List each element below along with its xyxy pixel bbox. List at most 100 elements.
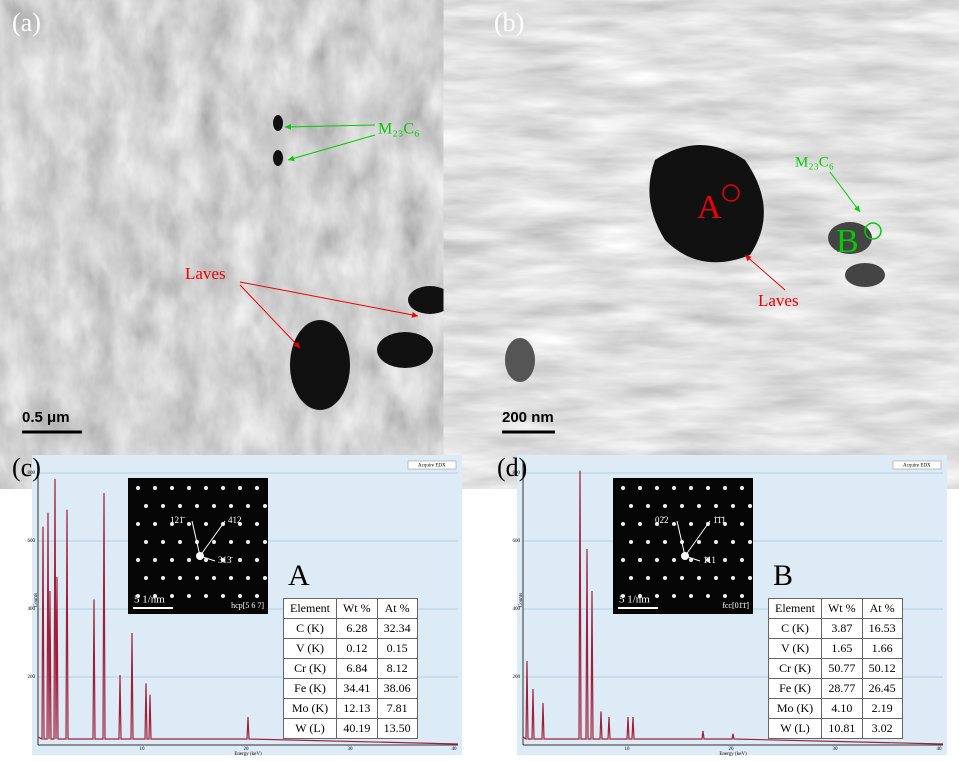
- diffraction-spot: [621, 486, 625, 490]
- diffraction-spot: [689, 522, 693, 526]
- table-cell: Wt %: [821, 599, 862, 619]
- diffraction-spot: [706, 486, 710, 490]
- x-axis-title: Energy (keV): [719, 752, 747, 757]
- diffraction-spot: [238, 558, 242, 562]
- diffraction-spot: [714, 504, 718, 508]
- spot-label: 02̄2: [655, 515, 669, 525]
- diffraction-spot: [144, 540, 148, 544]
- diffraction-spot: [621, 558, 625, 562]
- table-cell: W (L): [284, 719, 337, 739]
- diffraction-spot: [161, 540, 165, 544]
- table-cell: 3.87: [821, 619, 862, 639]
- micrograph-a: [10, 5, 476, 445]
- table-cell: 28.77: [821, 679, 862, 699]
- table-cell: V (K): [284, 639, 337, 659]
- diffraction-spot: [263, 576, 267, 580]
- diffraction-spot: [680, 576, 684, 580]
- diffraction-spot: [663, 504, 667, 508]
- inset-scale-label: 5 1/nm: [619, 594, 650, 606]
- diffraction-spot: [136, 486, 140, 490]
- table-cell: 38.06: [377, 679, 417, 699]
- x-tick-label: 30: [348, 747, 354, 752]
- diffraction-spot: [740, 594, 744, 598]
- table-cell: Fe (K): [284, 679, 337, 699]
- diffraction-spot: [748, 576, 752, 580]
- y-axis-title: Counts: [519, 593, 524, 607]
- diffraction-spot: [170, 486, 174, 490]
- x-axis-title: Energy (keV): [234, 752, 262, 757]
- table-cell: 4.10: [821, 699, 862, 719]
- diffraction-spot: [178, 576, 182, 580]
- diffraction-spot: [672, 594, 676, 598]
- table-cell: 16.53: [862, 619, 902, 639]
- diffraction-spot: [255, 522, 259, 526]
- diffraction-spot: [221, 594, 225, 598]
- diffraction-spot: [638, 558, 642, 562]
- x-tick-label: 10: [140, 747, 146, 752]
- table-cell: 6.84: [336, 659, 377, 679]
- panel-label: (b): [494, 8, 524, 37]
- diffraction-spot: [153, 522, 157, 526]
- panel-label: (c): [12, 453, 41, 482]
- diffraction-spot: [229, 504, 233, 508]
- diffraction-spot: [629, 504, 633, 508]
- diffraction-spot: [731, 504, 735, 508]
- zone-axis: hcp[5 6 7]: [231, 601, 264, 610]
- point-label: A: [288, 559, 310, 592]
- diffraction-spot: [229, 540, 233, 544]
- diffraction-spot: [638, 486, 642, 490]
- diffraction-spot: [731, 576, 735, 580]
- diffraction-spot: [655, 486, 659, 490]
- diffraction-spot: [672, 522, 676, 526]
- diffraction-spot: [663, 540, 667, 544]
- scale-bar: 0.5 μm: [22, 409, 70, 426]
- diffraction-spot: [255, 486, 259, 490]
- diffraction-spot: [748, 540, 752, 544]
- y-tick-label: 600: [513, 539, 521, 544]
- table-cell: Element: [284, 599, 337, 619]
- diffraction-spot: [723, 594, 727, 598]
- diffraction-spot: [697, 540, 701, 544]
- diffraction-spot: [263, 540, 267, 544]
- panel-label: (a): [12, 8, 41, 37]
- diffraction-spot: [740, 522, 744, 526]
- composition-table: ElementWt %At %C (K)3.8716.53V (K)1.651.…: [768, 598, 903, 739]
- diffraction-spot: [212, 504, 216, 508]
- y-tick-label: 200: [513, 675, 521, 680]
- diffraction-spot: [263, 504, 267, 508]
- diffraction-spot: [212, 540, 216, 544]
- spot-label: 1̄11: [703, 555, 716, 565]
- diffraction-spot: [204, 486, 208, 490]
- diffraction-spot: [178, 540, 182, 544]
- point-label: A: [697, 189, 722, 226]
- annotation: Laves: [185, 264, 226, 283]
- diffraction-spot: [646, 540, 650, 544]
- diffraction-spot: [714, 540, 718, 544]
- annotation: M₂₃C₆: [378, 121, 420, 138]
- diffraction-spot: [629, 576, 633, 580]
- spot-label: 313̄: [218, 555, 234, 565]
- diffraction-spot: [204, 522, 208, 526]
- x-tick-label: 10: [625, 747, 631, 752]
- diffraction-spot: [655, 594, 659, 598]
- table-cell: 50.12: [862, 659, 902, 679]
- diffraction-spot: [255, 558, 259, 562]
- table-cell: Element: [769, 599, 822, 619]
- diffraction-spot: [621, 522, 625, 526]
- diffraction-spot: [238, 594, 242, 598]
- diffraction-spot: [740, 558, 744, 562]
- y-tick-label: 200: [28, 675, 36, 680]
- diffraction-spot: [663, 576, 667, 580]
- diffraction-spot: [748, 504, 752, 508]
- diffraction-spot: [136, 522, 140, 526]
- diffraction-spot: [646, 504, 650, 508]
- table-cell: At %: [862, 599, 902, 619]
- diffraction-spot: [680, 504, 684, 508]
- diffraction-spot: [195, 576, 199, 580]
- diffraction-spot: [246, 504, 250, 508]
- table-cell: 1.65: [821, 639, 862, 659]
- diffraction-spot: [170, 594, 174, 598]
- table-cell: At %: [377, 599, 417, 619]
- y-axis-title: Counts: [34, 593, 39, 607]
- table-cell: 2.19: [862, 699, 902, 719]
